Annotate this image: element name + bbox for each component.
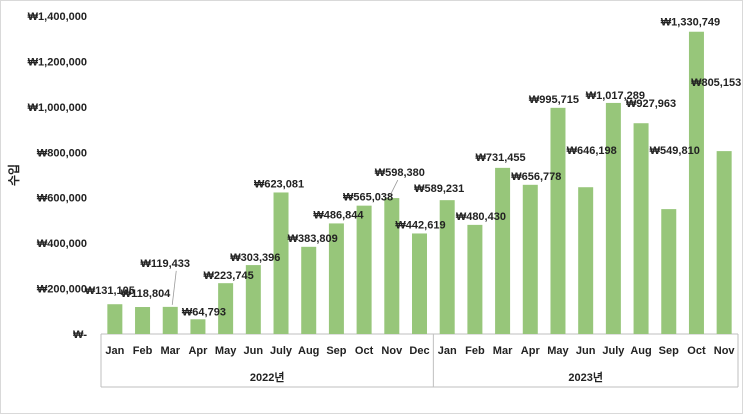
data-label: ₩486,844	[313, 209, 364, 221]
bar	[522, 184, 538, 334]
bar	[467, 224, 483, 334]
x-tick-label: Nov	[381, 345, 403, 357]
leader-line	[171, 270, 177, 305]
bar	[384, 198, 400, 334]
data-label: ₩442,619	[395, 219, 445, 231]
data-label: ₩565,038	[343, 192, 393, 204]
x-tick-label: Sep	[659, 345, 679, 357]
y-tick-label: ₩600,000	[37, 193, 87, 205]
x-tick-label: Oct	[687, 345, 706, 357]
bar	[605, 102, 621, 334]
y-tick-label: ₩-	[73, 329, 87, 341]
bar	[550, 107, 566, 335]
bar	[162, 306, 178, 334]
data-label: ₩383,809	[288, 233, 338, 245]
x-tick-label: July	[270, 345, 293, 357]
x-tick-label: Mar	[493, 345, 513, 357]
x-tick-label: Oct	[355, 345, 374, 357]
bar	[578, 187, 594, 334]
data-label: ₩927,963	[626, 98, 676, 110]
data-label: ₩118,804	[121, 288, 171, 300]
data-label: ₩1,017,289	[586, 90, 645, 102]
data-label: ₩623,081	[254, 178, 304, 190]
x-tick-label: Jun	[576, 345, 596, 357]
data-label: ₩303,396	[230, 252, 280, 264]
bar	[107, 304, 123, 334]
data-label: ₩656,778	[511, 171, 561, 183]
bar	[633, 123, 649, 334]
group-label: 2023년	[568, 370, 603, 384]
data-label: ₩1,330,749	[661, 17, 720, 29]
data-label: ₩131,105	[85, 285, 135, 297]
bar	[495, 167, 511, 334]
data-label: ₩731,455	[476, 152, 526, 164]
bar	[218, 283, 234, 334]
bar	[439, 200, 455, 334]
data-label: ₩598,380	[375, 167, 425, 179]
x-tick-label: Jan	[438, 345, 457, 357]
y-tick-label: ₩1,400,000	[28, 11, 87, 23]
bar	[190, 319, 206, 334]
bar	[328, 223, 344, 334]
bar	[412, 233, 427, 334]
bar	[301, 246, 317, 334]
y-tick-label: ₩800,000	[37, 147, 87, 159]
x-tick-label: Mar	[160, 345, 180, 357]
bar	[716, 151, 732, 334]
bar	[245, 265, 261, 334]
data-label: ₩64,793	[182, 306, 226, 318]
x-tick-label: July	[602, 345, 625, 357]
data-label: ₩549,810	[650, 145, 700, 157]
bar	[273, 192, 289, 334]
data-label: ₩805,153	[691, 77, 741, 89]
data-label: ₩223,745	[204, 270, 254, 282]
x-tick-label: Nov	[714, 345, 736, 357]
x-tick-label: May	[215, 345, 237, 357]
y-tick-label: ₩1,200,000	[28, 56, 87, 68]
x-tick-label: Jun	[244, 345, 264, 357]
x-tick-label: Aug	[630, 345, 651, 357]
data-label: ₩995,715	[529, 94, 579, 106]
bar	[356, 205, 372, 334]
bar	[688, 31, 704, 335]
x-tick-label: Feb	[133, 345, 153, 357]
group-label: 2022년	[250, 370, 285, 384]
data-label: ₩480,430	[456, 211, 506, 223]
data-label: ₩119,433	[140, 258, 190, 270]
leader-line	[389, 179, 399, 197]
x-tick-label: Jan	[105, 345, 124, 357]
x-tick-label: Aug	[298, 345, 319, 357]
x-tick-label: Dec	[409, 345, 429, 357]
bar	[661, 209, 677, 334]
data-label: ₩589,231	[414, 183, 464, 195]
x-tick-label: Apr	[188, 345, 208, 357]
x-tick-label: Apr	[521, 345, 541, 357]
y-tick-label: ₩400,000	[37, 238, 87, 250]
y-tick-label: ₩200,000	[37, 284, 87, 296]
y-axis-title: 수입	[7, 164, 21, 186]
data-label: ₩646,198	[567, 145, 617, 157]
bar	[135, 307, 151, 334]
x-tick-label: Feb	[465, 345, 485, 357]
x-tick-label: Sep	[326, 345, 346, 357]
x-tick-label: May	[547, 345, 569, 357]
y-tick-label: ₩1,000,000	[28, 102, 87, 114]
